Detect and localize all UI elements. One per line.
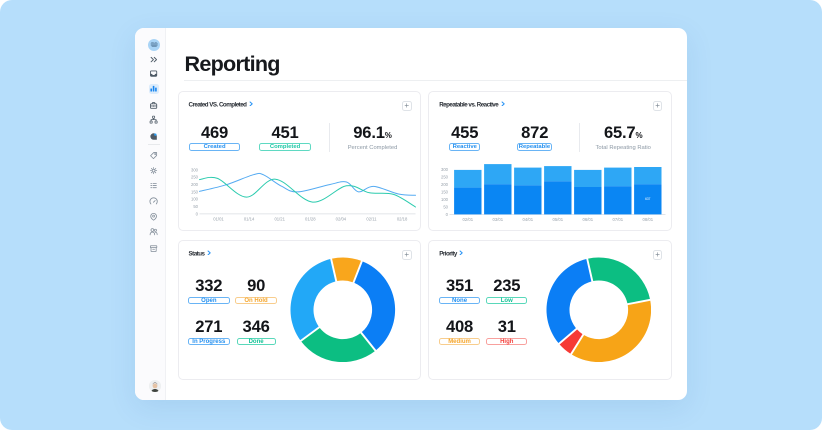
svg-text:06/01: 06/01 <box>583 217 594 222</box>
svg-text:03/01: 03/01 <box>493 217 504 222</box>
svg-text:01/14: 01/14 <box>243 217 254 222</box>
svg-text:02/18: 02/18 <box>396 217 407 222</box>
svg-text:250: 250 <box>191 175 199 180</box>
svg-text:0: 0 <box>195 211 198 216</box>
svg-text:300: 300 <box>441 167 449 172</box>
svg-text:0: 0 <box>446 212 449 217</box>
svg-text:07/01: 07/01 <box>613 217 624 222</box>
svg-text:02/04: 02/04 <box>335 217 346 222</box>
svg-text:100: 100 <box>191 197 199 202</box>
svg-text:08/01: 08/01 <box>643 217 654 222</box>
svg-text:150: 150 <box>191 189 199 194</box>
svg-text:100: 100 <box>441 197 449 202</box>
svg-text:02/01: 02/01 <box>463 217 474 222</box>
svg-text:637: 637 <box>645 197 651 201</box>
svg-text:02/11: 02/11 <box>366 217 377 222</box>
svg-text:04/01: 04/01 <box>523 217 534 222</box>
svg-text:250: 250 <box>441 174 449 179</box>
svg-text:150: 150 <box>441 189 449 194</box>
svg-text:01/28: 01/28 <box>305 217 316 222</box>
svg-text:200: 200 <box>191 182 199 187</box>
svg-text:50: 50 <box>193 204 198 209</box>
svg-text:01/01: 01/01 <box>213 217 224 222</box>
svg-text:200: 200 <box>441 182 449 187</box>
svg-text:50: 50 <box>444 204 449 209</box>
svg-text:300: 300 <box>191 167 199 172</box>
svg-text:01/21: 01/21 <box>274 217 285 222</box>
svg-text:05/01: 05/01 <box>553 217 564 222</box>
